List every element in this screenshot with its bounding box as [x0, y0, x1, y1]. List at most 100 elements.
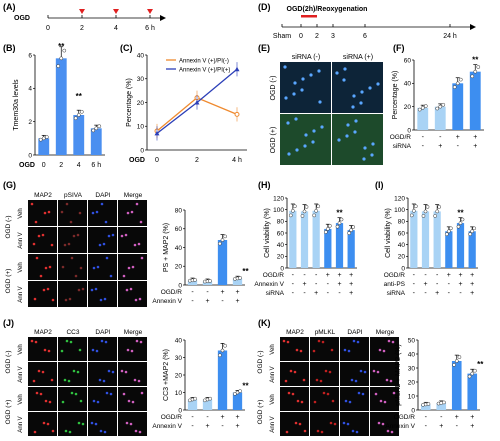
data-point	[337, 221, 342, 225]
nucleus-dot	[354, 119, 358, 123]
bar	[468, 231, 476, 268]
y-tick-label: 40	[404, 81, 412, 88]
cell-dot	[125, 421, 129, 425]
cell-dot	[61, 265, 65, 269]
timeline-tick-label: 2	[315, 33, 319, 40]
row-header: Ann V	[270, 366, 276, 382]
data-point	[208, 279, 212, 283]
row-group-header: OGD (-)	[257, 350, 264, 373]
cell-dot	[35, 256, 39, 260]
condition-label: siRNA	[393, 143, 412, 150]
data-point	[411, 208, 416, 213]
data-point	[452, 363, 456, 367]
cell-dot	[298, 422, 302, 426]
nucleus-dot	[371, 142, 375, 146]
cell-dot	[133, 378, 137, 382]
nucleus-dot	[283, 65, 287, 69]
bar	[417, 107, 429, 130]
condition-sign: -	[422, 143, 425, 150]
cell-dot	[44, 399, 48, 403]
cell-dot	[302, 378, 306, 382]
cell-dot	[105, 256, 109, 260]
cell-dot	[32, 242, 36, 246]
nucleus-dot	[335, 71, 339, 75]
cell-dot	[68, 297, 72, 301]
y-tick-label: 6	[28, 52, 32, 59]
panel-label-g: (G)	[3, 180, 16, 190]
legend-label: Annexin V (+)/PI(-)	[179, 58, 229, 64]
micrograph-tile	[280, 387, 309, 411]
data-point	[218, 353, 222, 358]
cell-dot	[363, 370, 367, 374]
cell-dot	[291, 392, 295, 396]
y-tick-label: 0	[28, 152, 32, 159]
cell-dot	[39, 274, 43, 278]
condition-sign: -	[425, 423, 428, 430]
condition-sign: +	[235, 423, 239, 430]
condition-sign: -	[315, 272, 318, 279]
micrograph-tile	[340, 362, 369, 386]
column-header: Merge	[124, 329, 143, 336]
condition-sign: -	[221, 423, 224, 430]
cell-dot	[74, 274, 78, 278]
condition-sign: -	[221, 298, 224, 305]
cell-dot	[374, 392, 378, 396]
cell-dot	[389, 379, 393, 383]
significance-marker: **	[242, 267, 249, 276]
cell-dot	[30, 339, 34, 343]
cell-dot	[135, 339, 139, 343]
cell-dot	[63, 243, 67, 247]
bar	[434, 106, 446, 130]
bar	[312, 210, 320, 268]
condition-sign: -	[459, 290, 462, 297]
data-point	[351, 225, 356, 229]
nucleus-dot	[295, 148, 299, 152]
cell-dot	[139, 340, 143, 344]
y-tick-label: 0	[178, 282, 182, 289]
cell-dot	[103, 297, 107, 301]
cell-dot	[321, 340, 325, 344]
micrograph-tile	[310, 387, 339, 411]
nucleus-dot	[363, 146, 367, 150]
y-tick-label: 80	[277, 219, 285, 226]
cell-dot	[126, 211, 130, 215]
series-marker	[194, 100, 200, 105]
nucleus-dot	[351, 105, 355, 109]
cell-dot	[286, 340, 290, 344]
y-axis-label: Cell viability (%)	[385, 208, 392, 258]
y-tick-label: 40	[137, 52, 145, 59]
cell-dot	[312, 349, 316, 353]
nucleus-dot	[300, 88, 304, 92]
cell-dot	[282, 339, 286, 343]
cell-dot	[124, 370, 128, 374]
cell-dot	[317, 339, 321, 343]
condition-label: OGD/R	[384, 272, 406, 279]
bar	[469, 71, 481, 130]
cell-dot	[352, 339, 356, 343]
column-header: CC3	[66, 329, 79, 336]
cell-dot	[381, 422, 385, 426]
cell-dot	[51, 429, 55, 433]
cell-dot	[344, 399, 348, 403]
cell-dot	[32, 379, 36, 383]
condition-sign: -	[206, 414, 209, 421]
cell-dot	[296, 399, 300, 403]
cell-dot	[299, 349, 303, 353]
column-header: DAPI	[347, 329, 362, 336]
column-header: siRNA (-)	[292, 54, 320, 61]
cell-dot	[289, 369, 293, 373]
cell-dot	[295, 348, 299, 352]
micrograph-tile	[88, 362, 117, 386]
ogd-period-bar	[301, 15, 317, 18]
cell-dot	[37, 234, 41, 238]
cell-dot	[95, 349, 99, 353]
nucleus-dot	[359, 101, 363, 105]
row-header: OGD (-)	[270, 76, 277, 101]
cell-dot	[331, 399, 335, 403]
row-header: Ann V	[270, 416, 276, 432]
row-header: Ann V	[18, 286, 24, 302]
y-tick-label: 0	[280, 265, 284, 272]
bar	[55, 58, 67, 156]
cell-dot	[376, 370, 380, 374]
significance-marker: **	[477, 360, 484, 369]
